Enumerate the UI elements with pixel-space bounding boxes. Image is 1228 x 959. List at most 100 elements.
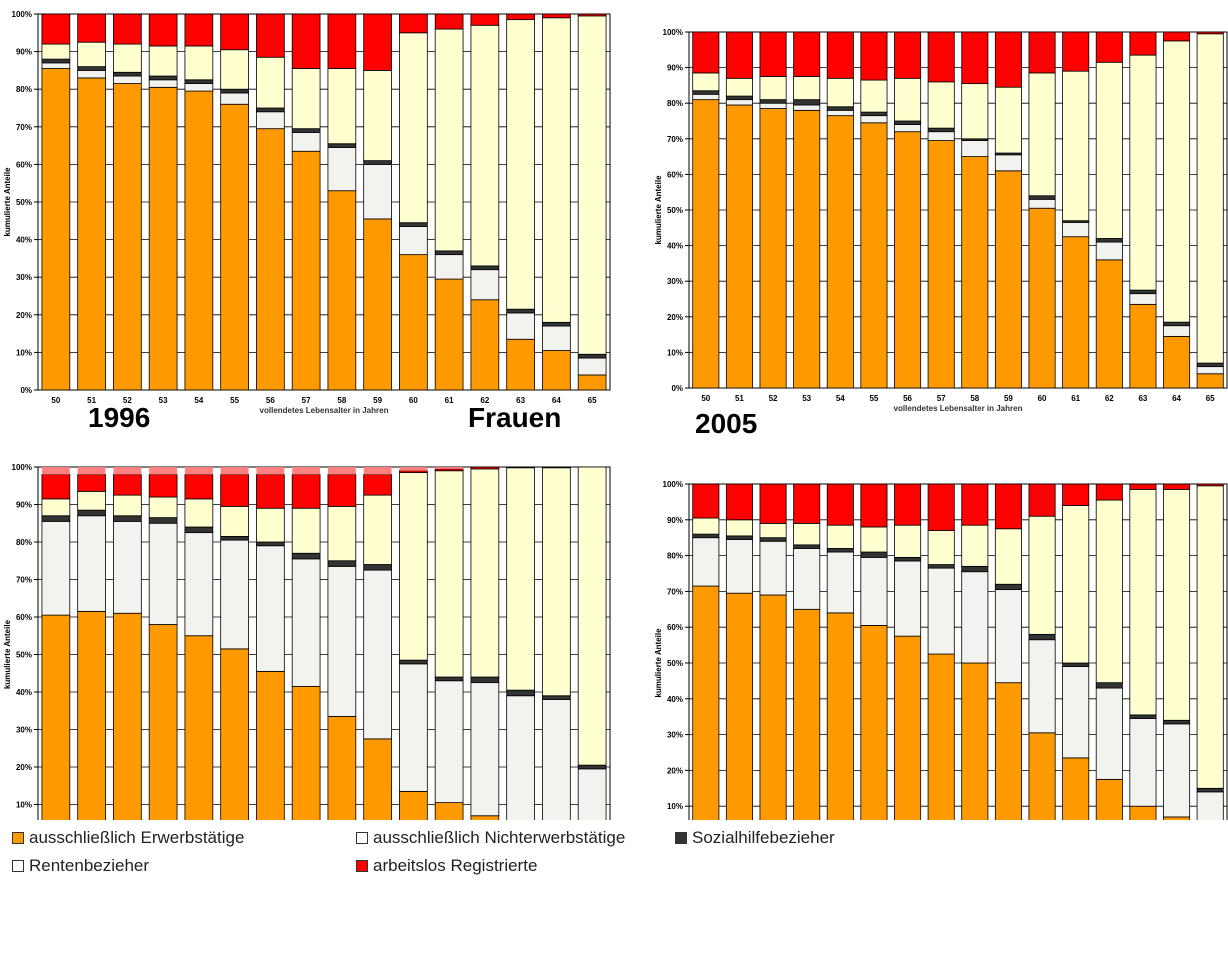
legend-swatch-arbeitslos	[356, 860, 368, 872]
bar-segment-erwerb	[826, 612, 854, 820]
bar-segment-arbeitslos	[41, 474, 71, 500]
bar-segment-arbeitslos	[1196, 483, 1224, 487]
bar-segment-arbeitslos	[1129, 483, 1157, 490]
bar-segment-rente	[434, 470, 464, 678]
bar-segment-sozial	[1196, 787, 1224, 793]
x-tick-label: 62	[480, 396, 489, 405]
bar-segment-arbeitslos	[692, 31, 720, 74]
title-1996: 1996	[88, 402, 151, 433]
bar-segment-erwerb	[1028, 732, 1056, 820]
x-tick-label: 56	[903, 394, 912, 403]
bar-segment-erwerb	[961, 156, 989, 389]
bar-segment-sozial	[1163, 321, 1191, 327]
bar-segment-nichterwerb	[927, 567, 955, 655]
bar-segment-nichterwerb	[327, 565, 357, 717]
y-axis-label: kumulierte Anteile	[3, 167, 12, 237]
bar-segment-rente	[506, 19, 535, 310]
bar-segment-sozial	[506, 308, 535, 314]
bar-segment-rente	[184, 498, 214, 528]
bar-segment-sozial	[256, 541, 285, 547]
bar-segment-erwerb	[327, 190, 357, 391]
x-tick-label: 51	[87, 396, 96, 405]
bar-segment-erwerb	[894, 635, 922, 820]
bar-segment-erwerb	[1028, 207, 1056, 389]
bar-segment-sozial	[77, 509, 106, 517]
bar-segment-nichterwerb	[1095, 687, 1123, 780]
legend-label-erwerb: ausschließlich Erwerbstätige	[29, 828, 245, 847]
bar-segment-rente	[77, 490, 106, 511]
bar-segment-sozial	[363, 564, 392, 571]
y-tick-label: 10%	[667, 802, 683, 811]
bar-segment-nichterwerb	[327, 147, 357, 192]
bar-segment-arbeitslos	[291, 474, 321, 509]
y-tick-label: 40%	[16, 236, 32, 245]
bar-segment-sozial	[759, 99, 787, 104]
bar-segment-erwerb	[256, 128, 285, 391]
bar-segment-sozial	[1129, 289, 1157, 295]
bar-segment-erwerb	[1062, 757, 1090, 820]
y-tick-label: 20%	[667, 313, 683, 322]
bar-segment-arbeitslos	[363, 474, 392, 496]
bar-segment-erwerb	[542, 350, 571, 391]
bar-segment-rente	[860, 526, 888, 553]
x-tick-label: 61	[1071, 394, 1080, 403]
x-tick-label: 65	[588, 396, 597, 405]
bar-segment-nichterwerb	[256, 111, 285, 130]
bar-segment-rente	[994, 528, 1022, 585]
bar-segment-rente	[506, 467, 535, 691]
bar-segment-sozial	[793, 99, 821, 106]
bar-segment-nichterwerb	[77, 70, 106, 79]
bar-segment-rente	[470, 468, 500, 678]
bar-segment-arbeitslos-light	[327, 467, 356, 475]
bar-segment-rente	[894, 524, 922, 558]
bar-segment-sozial	[692, 533, 720, 539]
bar-segment-sozial	[542, 321, 571, 327]
bar-segment-nichterwerb	[577, 357, 607, 376]
y-tick-label: 50%	[16, 198, 32, 207]
bar-segment-sozial	[759, 537, 787, 542]
bar-segment-arbeitslos	[860, 483, 888, 528]
bar-segment-nichterwerb	[1062, 666, 1090, 759]
x-tick-label: 55	[869, 394, 878, 403]
y-tick-label: 60%	[667, 170, 683, 179]
bar-segment-rente	[256, 56, 285, 109]
x-tick-label: 56	[266, 396, 275, 405]
bar-segment-arbeitslos	[1062, 483, 1090, 506]
y-tick-label: 100%	[663, 480, 683, 489]
bar-segment-erwerb	[1095, 778, 1123, 820]
bar-segment-nichterwerb	[506, 695, 535, 820]
bar-segment-nichterwerb	[77, 515, 106, 612]
x-tick-label: 63	[516, 396, 525, 405]
x-tick-label: 55	[230, 396, 239, 405]
bar-segment-nichterwerb	[692, 537, 720, 587]
bar-segment-rente	[577, 15, 607, 355]
bar-segment-nichterwerb	[1062, 222, 1090, 238]
y-tick-label: 60%	[667, 623, 683, 632]
bar-segment-sozial	[725, 95, 753, 101]
legend-swatch-rente	[12, 860, 24, 872]
bar-segment-erwerb	[506, 338, 535, 391]
legend-swatch-erwerb	[12, 832, 24, 844]
bar-segment-nichterwerb	[470, 269, 500, 301]
bar-segment-arbeitslos	[148, 13, 178, 47]
bar-segment-nichterwerb	[506, 312, 535, 340]
bar-segment-arbeitslos	[184, 13, 214, 47]
bar-segment-sozial	[327, 143, 357, 148]
bar-segment-erwerb	[927, 653, 955, 820]
bar-segment-erwerb	[148, 86, 178, 391]
bar-segment-erwerb	[1196, 373, 1224, 389]
bar-segment-rente	[793, 522, 821, 546]
bar-segment-nichterwerb	[961, 140, 989, 158]
bar-segment-arbeitslos	[542, 13, 571, 19]
bar-segment-rente	[1095, 61, 1123, 239]
y-tick-label: 70%	[16, 123, 32, 132]
legend-swatch-sozial	[675, 832, 687, 844]
bar-segment-rente	[692, 517, 720, 535]
bar-segment-nichterwerb	[1196, 791, 1224, 820]
bar-segment-rente	[363, 494, 392, 565]
bar-segment-nichterwerb	[399, 226, 428, 256]
bar-segment-erwerb	[184, 90, 214, 391]
y-axis-label: kumulierte Anteile	[3, 619, 12, 689]
bar-segment-nichterwerb	[542, 325, 571, 351]
legend-label-nichterwerb: ausschließlich Nichterwerbstätige	[373, 828, 626, 847]
